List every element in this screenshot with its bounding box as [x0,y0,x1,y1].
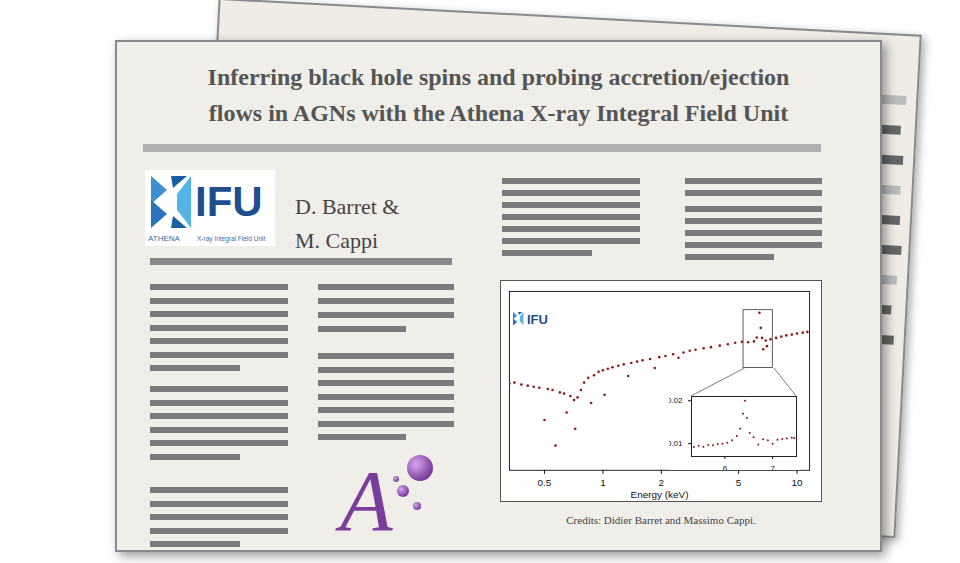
svg-text:ATHENA: ATHENA [148,234,181,243]
svg-text:X-ray Integral Field Unit: X-ray Integral Field Unit [197,235,265,243]
svg-text:10: 10 [792,477,804,488]
svg-text:5: 5 [736,477,742,488]
svg-text:IFU: IFU [195,178,263,225]
html-text:D. Barret &: D. Barret & [295,194,400,219]
svg-text:2: 2 [659,477,665,488]
html-text:flows in AGNs with the Athena: flows in AGNs with the Athena X-ray Inte… [208,100,789,126]
svg-text:Energy (keV): Energy (keV) [631,489,689,500]
svg-text:IFU: IFU [527,312,548,327]
svg-text:A: A [335,453,393,548]
svg-text:0.01: 0.01 [669,439,683,448]
html-text:Inferring black hole spins and: Inferring black hole spins and probing a… [207,64,790,90]
svg-text:6: 6 [723,464,728,470]
svg-text:7: 7 [770,464,775,470]
svg-text:0.02: 0.02 [669,396,683,405]
html-text:M. Cappi: M. Cappi [295,228,379,253]
svg-text:1: 1 [600,477,606,488]
html-text:Credits: Didier Barret and Mas: Credits: Didier Barret and Massimo Cappi… [566,514,756,526]
svg-text:0.5: 0.5 [538,477,552,488]
